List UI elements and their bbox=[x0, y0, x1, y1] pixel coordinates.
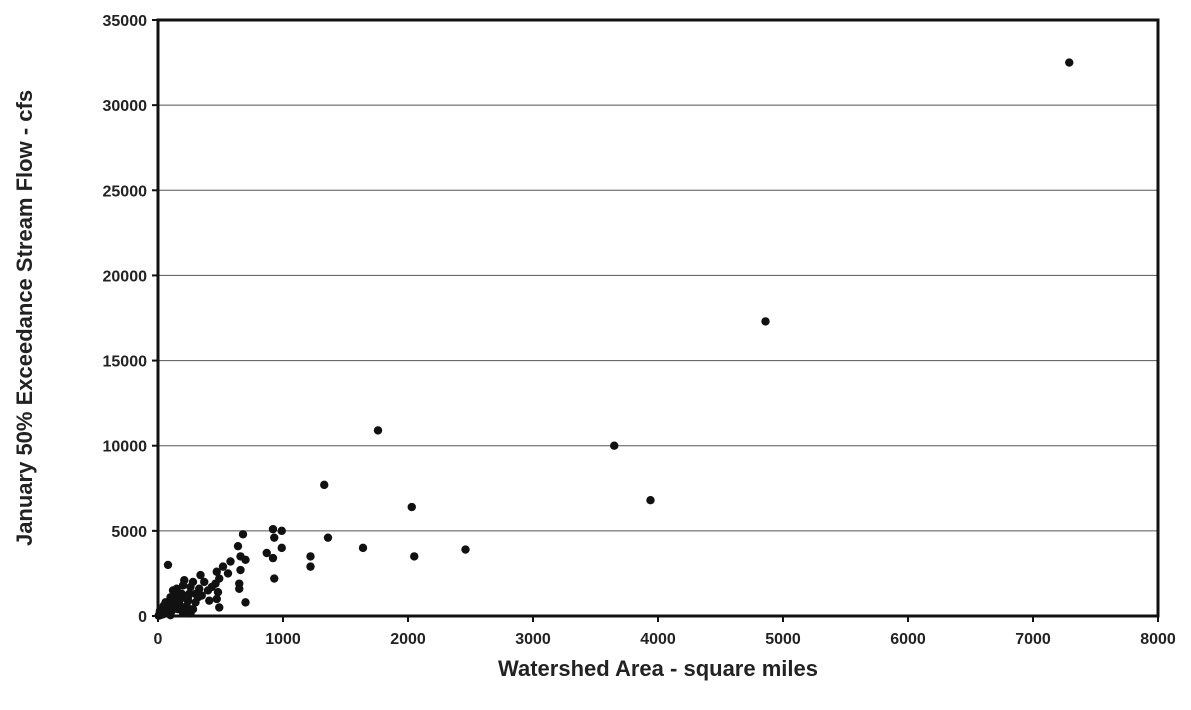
data-point bbox=[268, 553, 278, 563]
data-point bbox=[183, 593, 193, 602]
data-point bbox=[306, 562, 315, 571]
data-point bbox=[646, 496, 655, 505]
gridlines bbox=[158, 104, 1158, 532]
data-point bbox=[176, 603, 185, 612]
data-point bbox=[236, 565, 245, 575]
x-tick-label: 4000 bbox=[640, 631, 676, 648]
data-point bbox=[277, 543, 286, 553]
data-point bbox=[218, 562, 228, 571]
data-point bbox=[191, 589, 200, 599]
data-point bbox=[277, 526, 286, 536]
data-point bbox=[212, 594, 221, 604]
data-point bbox=[223, 569, 233, 578]
data-point bbox=[323, 533, 333, 542]
data-point bbox=[236, 552, 245, 561]
data-point bbox=[461, 545, 470, 554]
y-tick-label: 30000 bbox=[103, 98, 148, 115]
y-tick-label: 35000 bbox=[103, 13, 148, 30]
data-point bbox=[306, 552, 315, 561]
data-point bbox=[226, 557, 235, 566]
data-point bbox=[163, 560, 173, 570]
data-point bbox=[761, 317, 770, 326]
data-point bbox=[233, 541, 243, 551]
data-points bbox=[154, 58, 1074, 620]
y-tick-label: 10000 bbox=[103, 439, 148, 456]
data-point bbox=[196, 570, 205, 580]
x-axis-title: Watershed Area - square miles bbox=[498, 656, 818, 681]
data-point bbox=[178, 581, 188, 590]
data-point bbox=[168, 586, 178, 595]
data-point bbox=[1065, 58, 1074, 67]
data-point bbox=[320, 480, 329, 490]
data-point bbox=[241, 598, 250, 607]
data-point bbox=[191, 598, 200, 607]
data-point bbox=[205, 596, 214, 605]
data-point bbox=[610, 441, 619, 450]
y-tick-label: 15000 bbox=[103, 354, 148, 371]
y-axis-title: January 50% Exceedance Stream Flow - cfs bbox=[12, 90, 37, 546]
plot-frame bbox=[156, 18, 1160, 618]
data-point bbox=[188, 604, 198, 614]
data-point bbox=[358, 543, 368, 553]
data-point bbox=[270, 574, 279, 583]
data-point bbox=[186, 582, 195, 592]
data-point bbox=[203, 586, 213, 595]
x-tick-label: 7000 bbox=[1015, 631, 1051, 648]
y-tick-label: 25000 bbox=[103, 183, 148, 200]
x-tick-label: 1000 bbox=[265, 631, 301, 648]
data-point bbox=[235, 584, 244, 593]
data-point bbox=[410, 552, 419, 561]
data-point bbox=[159, 601, 168, 610]
x-tick-label: 2000 bbox=[390, 631, 426, 648]
data-point bbox=[270, 533, 279, 542]
data-point bbox=[213, 587, 223, 597]
y-tick-label: 0 bbox=[138, 609, 147, 626]
data-point bbox=[200, 577, 209, 587]
x-tick-label: 8000 bbox=[1140, 631, 1176, 648]
y-tick-labels: 0 5000 10000 15000 20000 25000 30000 35000 bbox=[103, 13, 158, 626]
x-tick-label: 3000 bbox=[515, 631, 551, 648]
x-tick-label: 0 bbox=[154, 631, 163, 648]
x-tick-label: 6000 bbox=[890, 631, 926, 648]
data-point bbox=[238, 530, 248, 539]
x-tick-label: 5000 bbox=[765, 631, 801, 648]
data-point bbox=[215, 603, 224, 612]
y-tick-label: 5000 bbox=[111, 524, 147, 541]
data-point bbox=[407, 502, 416, 512]
y-tick-label: 20000 bbox=[103, 268, 148, 285]
data-point bbox=[373, 426, 383, 435]
data-point bbox=[268, 524, 278, 534]
data-point bbox=[212, 567, 221, 576]
data-point bbox=[262, 548, 271, 558]
x-tick-labels: 0 1000 2000 3000 4000 5000 6000 7000 8000 bbox=[154, 616, 1176, 648]
